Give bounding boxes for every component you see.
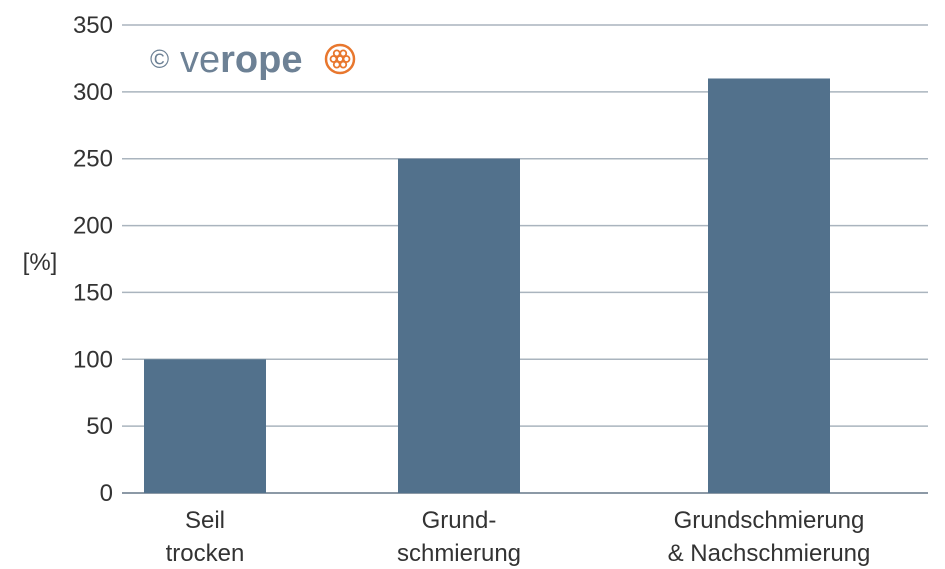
copyright-symbol: © — [150, 44, 169, 74]
y-tick-label: 100 — [73, 346, 113, 373]
y-tick-label: 150 — [73, 279, 113, 306]
brand-name: verope — [180, 39, 303, 81]
rope-cross-section-icon — [324, 43, 356, 75]
y-tick-label: 0 — [100, 480, 113, 507]
y-axis-ticks: 0 50 100 150 200 250 300 350 — [73, 12, 113, 507]
x-axis-categories: Seil trocken Grund-schmierung Grundschmieru… — [166, 507, 871, 567]
x-category-label: Grund-schmierung — [397, 507, 521, 567]
brand-bold: rope — [220, 39, 302, 81]
x-category-label: Grundschmierung & Nachschmierung — [668, 507, 871, 567]
bars — [144, 78, 830, 493]
y-tick-label: 300 — [73, 79, 113, 106]
y-tick-label: 250 — [73, 146, 113, 173]
brand-light: ve — [180, 39, 220, 81]
y-tick-label: 200 — [73, 213, 113, 240]
y-axis-label: [%] — [23, 249, 58, 276]
bar-2 — [398, 158, 520, 493]
bar-1 — [144, 359, 266, 493]
verope-watermark: © verope — [150, 39, 356, 81]
y-tick-label: 50 — [86, 413, 113, 440]
y-tick-label: 350 — [73, 12, 113, 39]
x-category-label: Seil trocken — [166, 507, 245, 567]
bar-3 — [708, 78, 830, 493]
